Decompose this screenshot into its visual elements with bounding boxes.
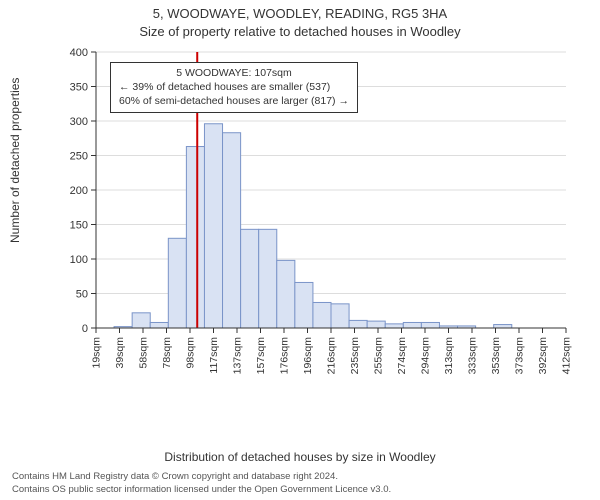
annotation-box: 5 WOODWAYE: 107sqm ← 39% of detached hou… [110,62,358,113]
svg-text:19sqm: 19sqm [91,337,103,369]
svg-text:412sqm: 412sqm [561,337,573,375]
svg-text:100: 100 [70,254,88,266]
svg-text:39sqm: 39sqm [114,337,126,369]
annotation-line-1: 5 WOODWAYE: 107sqm [119,66,349,80]
svg-text:117sqm: 117sqm [208,337,220,374]
svg-text:98sqm: 98sqm [185,337,197,369]
svg-text:0: 0 [82,323,88,335]
histogram-bar [223,133,241,328]
y-axis-label: Number of detached properties [8,78,22,243]
svg-text:200: 200 [70,185,88,197]
title-line-1: 5, WOODWAYE, WOODLEY, READING, RG5 3HA [0,6,600,21]
annotation-line-3: 60% of semi-detached houses are larger (… [119,94,349,108]
svg-text:333sqm: 333sqm [467,337,479,375]
histogram-bar [331,304,349,328]
histogram-bar [313,302,331,328]
histogram-bar [403,322,421,328]
svg-text:176sqm: 176sqm [279,337,291,375]
histogram-bar [421,322,439,328]
histogram-bar [259,229,277,328]
title-line-2: Size of property relative to detached ho… [0,24,600,39]
x-axis-label: Distribution of detached houses by size … [0,450,600,464]
svg-text:313sqm: 313sqm [443,337,455,375]
svg-text:300: 300 [70,116,88,128]
histogram-bar [132,313,150,328]
svg-text:353sqm: 353sqm [490,337,502,375]
svg-text:216sqm: 216sqm [326,337,338,375]
svg-text:78sqm: 78sqm [161,337,173,369]
svg-text:150: 150 [70,220,88,232]
svg-text:373sqm: 373sqm [514,337,526,375]
annotation-line-2: ← 39% of detached houses are smaller (53… [119,80,349,94]
histogram-bar [494,325,512,328]
histogram-bar [204,124,222,328]
svg-text:58sqm: 58sqm [138,337,150,369]
histogram-bar [295,282,313,328]
footer-line-2: Contains OS public sector information li… [12,484,588,496]
histogram-bar [168,238,186,328]
svg-text:250: 250 [70,151,88,163]
histogram-bar [349,320,367,328]
chart-container: 5, WOODWAYE, WOODLEY, READING, RG5 3HA S… [0,0,600,500]
svg-text:392sqm: 392sqm [537,337,549,375]
svg-text:157sqm: 157sqm [255,337,267,375]
histogram-bar [241,229,259,328]
svg-text:350: 350 [70,82,88,94]
svg-text:235sqm: 235sqm [349,337,361,375]
svg-text:400: 400 [70,47,88,59]
svg-text:255sqm: 255sqm [373,337,385,375]
svg-text:196sqm: 196sqm [302,337,314,375]
svg-text:294sqm: 294sqm [420,337,432,375]
svg-text:274sqm: 274sqm [396,337,408,375]
histogram-bar [186,147,204,328]
footer-attribution: Contains HM Land Registry data © Crown c… [12,471,588,496]
svg-text:50: 50 [76,289,88,301]
svg-text:137sqm: 137sqm [232,337,244,375]
footer-line-1: Contains HM Land Registry data © Crown c… [12,471,588,483]
histogram-bar [367,321,385,328]
histogram-bar [277,260,295,328]
histogram-bar [150,322,168,328]
histogram-bar [385,324,403,328]
